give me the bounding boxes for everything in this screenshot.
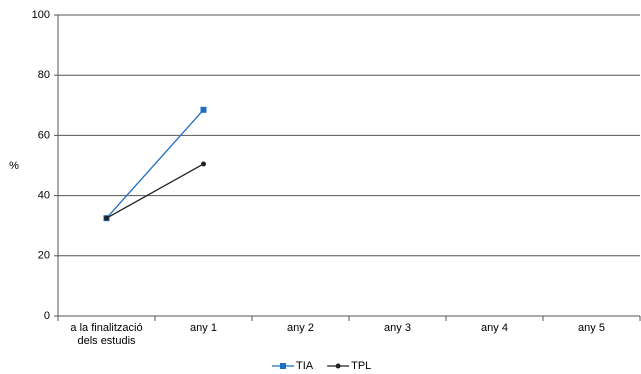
point — [200, 106, 207, 113]
y-tick-label: 40 — [38, 190, 50, 202]
legend-marker — [335, 363, 341, 369]
x-tick-label: any 5 — [578, 322, 605, 334]
legend-label: TIA — [296, 360, 314, 372]
x-tick-label: any 2 — [287, 322, 314, 334]
x-tick-label: any 4 — [481, 322, 508, 334]
x-tick-label: a la finalització dels estudis — [70, 322, 142, 347]
y-tick-label: 20 — [38, 250, 50, 262]
y-tick-label: 80 — [38, 69, 50, 81]
legend-marker — [280, 363, 286, 369]
point — [201, 161, 206, 167]
line — [106, 109, 204, 219]
x-tick-label: any 3 — [384, 322, 411, 334]
x-tick-label: any 1 — [190, 322, 217, 334]
y-tick-label: 60 — [38, 129, 50, 141]
point — [104, 215, 109, 221]
y-tick-label: 0 — [44, 310, 50, 322]
line — [106, 163, 204, 219]
y-axis-label: % — [9, 160, 19, 172]
y-tick-label: 100 — [32, 9, 50, 21]
legend-label: TPL — [351, 360, 371, 372]
